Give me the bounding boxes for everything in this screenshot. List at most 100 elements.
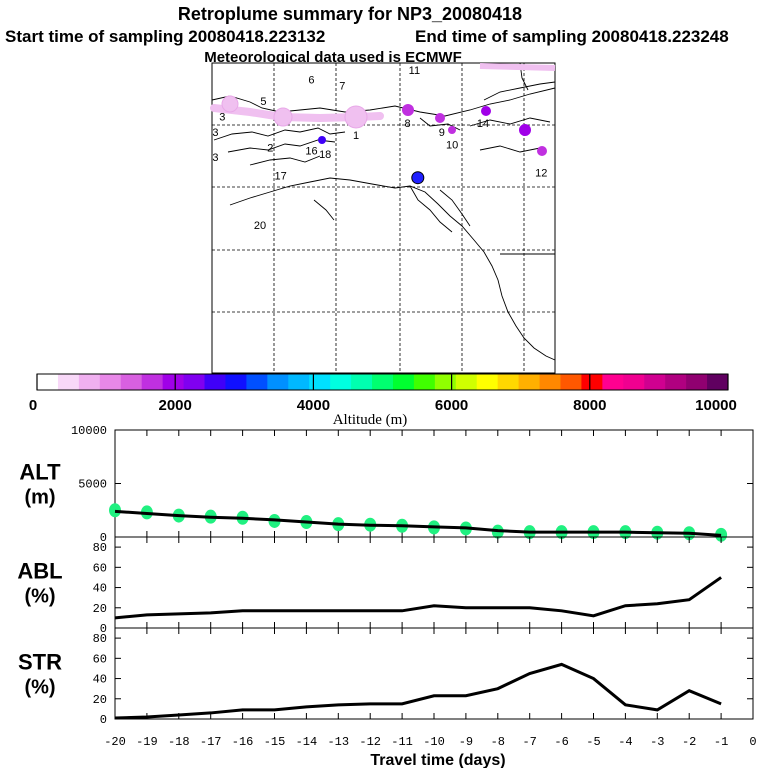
colorbar-swatch [204, 374, 226, 390]
colorbar-swatch [623, 374, 645, 390]
y-tick-label: 40 [93, 673, 107, 687]
y-tick-label: 0 [100, 531, 107, 545]
colorbar-swatch [330, 374, 352, 390]
y-tick-label: 10000 [71, 424, 107, 438]
data-point [109, 503, 121, 518]
map-label: 3 [212, 152, 218, 164]
x-tick-label: -13 [327, 735, 349, 749]
x-tick-label: 0 [749, 735, 756, 749]
map-coastlines [211, 62, 556, 361]
map-label: 12 [535, 167, 547, 179]
map-label: 3 [212, 127, 218, 139]
colorbar-swatches [37, 374, 729, 390]
x-tick-label: -8 [491, 735, 505, 749]
series-line [114, 576, 722, 620]
y-axis-label: ABL [17, 559, 62, 584]
x-tick-label: -12 [359, 735, 381, 749]
colorbar-swatch [288, 374, 310, 390]
map-label: 3 [219, 112, 225, 124]
colorbar-swatch [267, 374, 289, 390]
x-tick-label: -18 [168, 735, 190, 749]
colorbar: 0 2000 4000 6000 8000 10000 Altitude (m) [29, 373, 737, 428]
colorbar-label: Altitude (m) [333, 412, 408, 428]
y-tick-label: 80 [93, 541, 107, 555]
y-tick-label: 20 [93, 602, 107, 616]
colorbar-swatch [665, 374, 687, 390]
map-label: 6 [308, 74, 314, 86]
x-tick-label: -7 [522, 735, 536, 749]
colorbar-tick-label: 8000 [573, 397, 606, 414]
colorbar-swatch [120, 374, 143, 390]
x-tick-label: -4 [618, 735, 632, 749]
x-tick-label: -2 [682, 735, 696, 749]
x-tick-label: -15 [264, 735, 286, 749]
colorbar-swatch [392, 374, 415, 390]
colorbar-swatch [141, 374, 164, 390]
start-time-label: Start time of sampling 20080418.223132 [5, 27, 325, 46]
charts: 1000050000ALT(m)806040200ABL(%)806040200… [17, 424, 756, 768]
map-label: 20 [254, 220, 266, 232]
plot-frame [114, 536, 754, 629]
plume-circles [221, 95, 368, 129]
colorbar-swatch [57, 374, 80, 390]
colorbar-tick-label: 0 [29, 397, 37, 414]
chart-abl: 80 60 40 20 0 ABL(%) [17, 536, 754, 636]
y-tick-label: 60 [93, 652, 107, 666]
colorbar-tick-label: 2000 [159, 397, 192, 414]
map-label: 7 [339, 81, 345, 93]
y-tick-label: 0 [100, 713, 107, 727]
y-tick-label: 0 [100, 622, 107, 636]
y-axis-label: STR [18, 650, 62, 675]
map-label: 2 [267, 143, 273, 155]
map-label: 1 [353, 130, 359, 142]
map-label: 5 [260, 96, 266, 108]
colorbar-swatch [162, 374, 185, 390]
colorbar-ticks: 0 2000 4000 6000 8000 10000 [29, 374, 737, 414]
x-tick-label: -11 [391, 735, 413, 749]
y-axis-label: ALT [19, 460, 61, 485]
colorbar-swatch [309, 374, 331, 390]
map-label: 9 [439, 127, 445, 139]
map-label: 11 [409, 65, 420, 77]
colorbar-swatch [246, 374, 268, 390]
colorbar-swatch [413, 374, 436, 390]
colorbar-swatch [476, 374, 499, 390]
colorbar-swatch [455, 374, 478, 390]
colorbar-swatch [581, 374, 603, 390]
colorbar-swatch [99, 374, 122, 390]
map-label: 18 [319, 149, 331, 161]
x-tick-label: -19 [136, 735, 158, 749]
colorbar-swatch [78, 374, 101, 390]
map-label: 14 [477, 118, 489, 130]
figure-title: Retroplume summary for NP3_20080418 [178, 4, 522, 24]
x-tick-label: -5 [586, 735, 600, 749]
release-point-marker [411, 171, 425, 185]
chart-alt: 10000 5000 0 ALT(m) [19, 424, 754, 545]
x-tick-label: -17 [200, 735, 222, 749]
y-tick-label: 5000 [78, 478, 107, 492]
met-data-label: Meteorological data used is ECMWF [204, 49, 462, 66]
plot-frame [114, 627, 754, 720]
map-label: 8 [404, 118, 410, 130]
colorbar-swatch [225, 374, 247, 390]
x-axis: -20 -19 -18 -17 -16 -15 -14 -13 -12 -11 -10 -9 -8 -7-… [104, 735, 756, 768]
x-tick-label: -6 [554, 735, 568, 749]
x-tick-label: -20 [104, 735, 126, 749]
colorbar-swatch [183, 374, 206, 390]
y-tick-label: 40 [93, 582, 107, 596]
colorbar-swatch [518, 374, 541, 390]
colorbar-swatch [372, 374, 394, 390]
colorbar-swatch [497, 374, 520, 390]
colorbar-swatch [351, 374, 373, 390]
colorbar-swatch [707, 374, 729, 390]
x-tick-label: -1 [714, 735, 728, 749]
y-tick-label: 80 [93, 632, 107, 646]
colorbar-swatch [37, 374, 59, 390]
end-time-label: End time of sampling 20080418.223248 [415, 27, 729, 46]
y-axis-unit: (%) [24, 677, 55, 699]
x-tick-label: -16 [232, 735, 254, 749]
y-axis-unit: (m) [24, 487, 55, 509]
